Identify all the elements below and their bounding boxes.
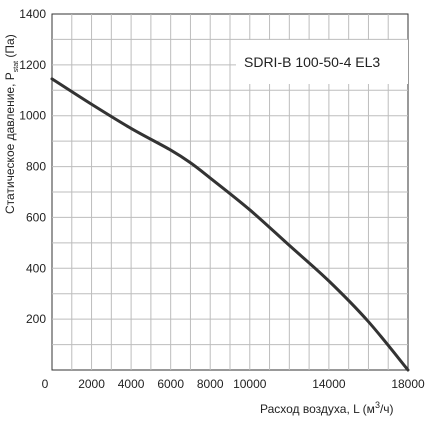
y-tick-label: 800	[26, 160, 46, 174]
y-axis-title: Статическое давление, Pstat (Па)	[3, 34, 20, 214]
x-axis-title-sup: 3	[375, 400, 380, 410]
x-tick-label: 0	[42, 377, 49, 391]
y-tick-label: 200	[26, 312, 46, 326]
y-tick-label: 1000	[19, 109, 46, 123]
x-axis-title: Расход воздуха, L (м3/ч)	[260, 400, 394, 416]
y-tick-labels: 200 400 600 800 1000 1200 1400	[19, 7, 46, 326]
y-axis-title-sub: stat	[13, 61, 20, 72]
model-label: SDRI-B 100-50-4 EL3	[244, 54, 380, 70]
x-tick-label: 10000	[233, 377, 267, 391]
series-line	[50, 77, 410, 372]
x-tick-label: 14000	[312, 377, 346, 391]
x-tick-label: 4000	[118, 377, 145, 391]
series-layer	[50, 77, 410, 372]
y-tick-label: 600	[26, 210, 46, 224]
x-tick-label: 18000	[391, 377, 425, 391]
x-tick-label: 2000	[78, 377, 105, 391]
x-tick-label: 6000	[157, 377, 184, 391]
model-label-box: SDRI-B 100-50-4 EL3	[236, 40, 408, 84]
y-tick-label: 1200	[19, 58, 46, 72]
x-tick-label: 8000	[197, 377, 224, 391]
y-tick-label: 1400	[19, 7, 46, 21]
y-tick-label: 400	[26, 261, 46, 275]
x-tick-labels: 0 2000 4000 6000 8000 10000 14000 18000	[42, 377, 425, 391]
